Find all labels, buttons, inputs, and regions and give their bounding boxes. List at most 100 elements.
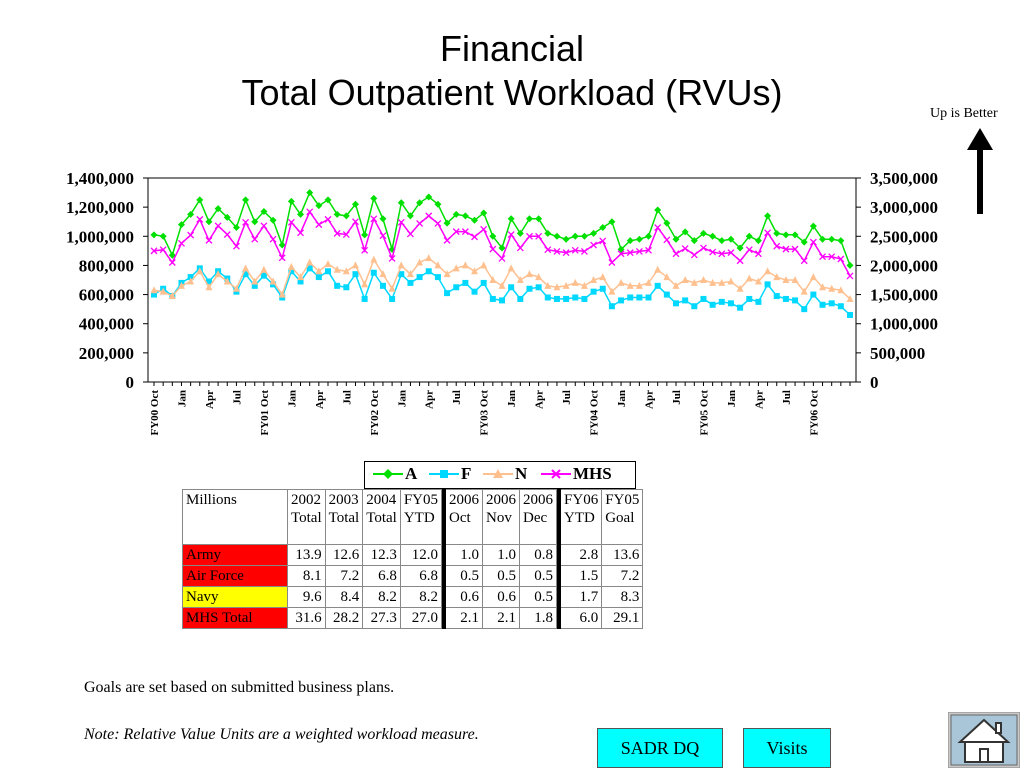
x-tick-label: Jul xyxy=(561,390,573,405)
point-f xyxy=(535,284,542,291)
point-a xyxy=(223,213,231,221)
table-cell: 8.4 xyxy=(324,586,364,608)
point-f xyxy=(636,294,643,301)
point-a xyxy=(342,212,350,220)
point-n xyxy=(397,261,405,269)
point-mhs xyxy=(709,248,717,256)
point-f xyxy=(782,295,789,302)
x-tick-label: Jul xyxy=(781,390,793,405)
point-f xyxy=(389,295,396,302)
table-row-label: MHS Total xyxy=(182,607,288,629)
point-a xyxy=(809,222,817,230)
point-n xyxy=(773,273,781,281)
point-n xyxy=(571,278,579,286)
table-row-label: Navy xyxy=(182,586,288,608)
sadr-dq-button[interactable]: SADR DQ xyxy=(597,728,723,768)
point-n xyxy=(251,277,259,285)
point-a xyxy=(626,237,634,245)
point-a xyxy=(187,210,195,218)
point-a xyxy=(214,205,222,213)
home-icon[interactable] xyxy=(948,712,1020,768)
point-mhs xyxy=(764,229,772,237)
point-n xyxy=(443,270,451,278)
visits-button[interactable]: Visits xyxy=(743,728,831,768)
point-n xyxy=(416,258,424,266)
y-right-tick-label: 500,000 xyxy=(870,344,925,363)
x-tick-label: FY01 Oct xyxy=(259,390,271,436)
point-a xyxy=(260,208,268,216)
table-cell: 8.2 xyxy=(362,586,401,608)
point-mhs xyxy=(196,215,204,223)
point-a xyxy=(782,231,790,239)
point-mhs xyxy=(590,241,598,249)
point-mhs xyxy=(599,237,607,245)
table-cell: 0.5 xyxy=(445,565,484,587)
point-f xyxy=(654,282,661,289)
x-tick-label: FY00 Oct xyxy=(149,390,161,436)
table-column-header: FY06 YTD xyxy=(560,489,603,545)
point-a xyxy=(645,232,653,240)
table-cell: 6.0 xyxy=(560,607,603,629)
point-mhs xyxy=(251,235,259,243)
point-mhs xyxy=(663,236,671,244)
point-a xyxy=(287,197,295,205)
table-row-label: Air Force xyxy=(182,565,288,587)
y-left-tick-label: 600,000 xyxy=(79,286,134,305)
point-f xyxy=(773,293,780,300)
table-cell: 28.2 xyxy=(324,607,364,629)
point-mhs xyxy=(654,224,662,232)
point-f xyxy=(334,282,341,289)
point-f xyxy=(572,294,579,301)
point-f xyxy=(251,282,258,289)
y-left-tick-label: 200,000 xyxy=(79,344,134,363)
point-n xyxy=(745,274,753,282)
point-mhs xyxy=(846,272,854,280)
point-n xyxy=(819,283,827,291)
workload-line-chart: 0 200,000 400,000 600,000 800,000 1,000,000 1,… xyxy=(66,169,938,436)
table-column-header: 2004 Total xyxy=(362,489,401,545)
point-n xyxy=(718,278,726,286)
point-f xyxy=(691,303,698,310)
point-n xyxy=(260,265,268,273)
y-left-tick-label: 1,000,000 xyxy=(66,227,134,246)
legend-item-f: F xyxy=(429,464,471,484)
point-a xyxy=(672,235,680,243)
point-n xyxy=(562,281,570,289)
point-a xyxy=(580,232,588,240)
point-a xyxy=(425,193,433,201)
point-n xyxy=(333,265,341,273)
point-f xyxy=(187,274,194,281)
goals-note: Goals are set based on submitted busines… xyxy=(84,679,395,696)
point-f xyxy=(801,306,808,313)
point-f xyxy=(407,279,414,286)
point-f xyxy=(370,269,377,276)
table-column-header: 2006 Nov xyxy=(482,489,521,545)
point-n xyxy=(608,287,616,295)
point-f xyxy=(416,274,423,281)
legend-a-marker-icon xyxy=(373,469,403,479)
y-right-tick-label: 2,500,000 xyxy=(870,227,938,246)
point-mhs xyxy=(232,242,240,250)
table-cell: 27.3 xyxy=(362,607,401,629)
table-cell: 13.9 xyxy=(287,544,326,566)
series-line-n xyxy=(153,257,851,300)
point-n xyxy=(846,294,854,302)
point-a xyxy=(791,231,799,239)
x-tick-label: FY04 Oct xyxy=(589,390,601,436)
table-row: Army 13.9 12.6 12.3 12.0 1.0 1.0 0.8 2.8 13.6 xyxy=(182,544,644,566)
point-a xyxy=(452,210,460,218)
table-header-row: Millions 2002 Total 2003 Total 2004 Total FY05 Y… xyxy=(182,489,644,545)
point-f xyxy=(489,295,496,302)
table-row: Air Force 8.1 7.2 6.8 6.8 0.5 0.5 0.5 1.5 7.2 xyxy=(182,565,644,587)
legend-label-mhs: MHS xyxy=(573,464,612,483)
point-f xyxy=(480,279,487,286)
point-a xyxy=(461,212,469,220)
point-n xyxy=(727,277,735,285)
point-a xyxy=(690,237,698,245)
point-a xyxy=(324,196,332,204)
point-n xyxy=(480,261,488,269)
point-mhs xyxy=(535,232,543,240)
point-a xyxy=(745,232,753,240)
point-a xyxy=(681,228,689,236)
point-n xyxy=(764,267,772,275)
